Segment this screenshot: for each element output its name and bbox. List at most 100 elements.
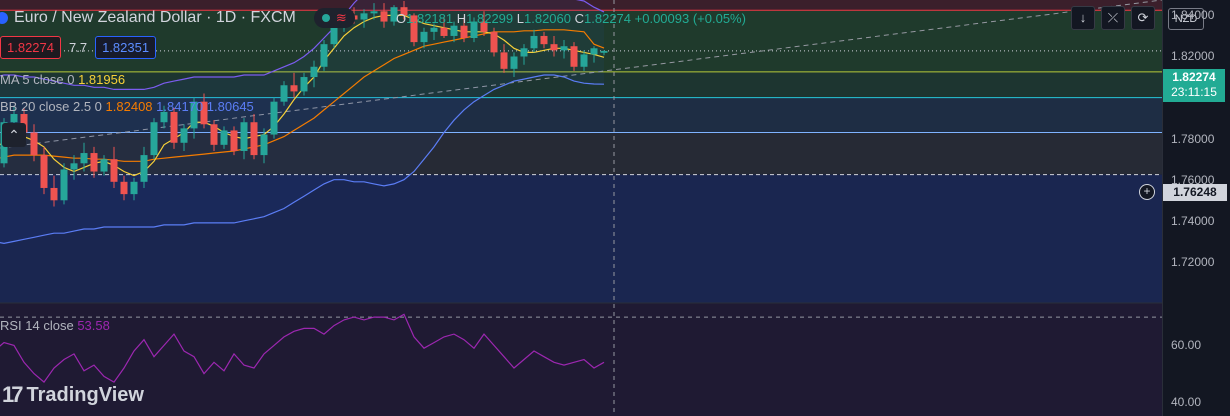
chart-area[interactable]: Euro / New Zealand Dollar · 1D · FXCM ≋ … bbox=[0, 0, 1162, 416]
candle-body bbox=[210, 124, 218, 145]
candle-body bbox=[30, 132, 38, 156]
price-tick-label: 1.84000 bbox=[1171, 8, 1215, 23]
candle-body bbox=[440, 27, 448, 36]
scroll-down-button[interactable]: ↓ bbox=[1071, 6, 1095, 30]
bb-lower-value: 1.80645 bbox=[206, 99, 254, 114]
candle-body bbox=[460, 25, 468, 39]
candle-body bbox=[150, 122, 158, 156]
candle-body bbox=[90, 153, 98, 172]
ma-legend[interactable]: MA 5 close 0 1.81956 bbox=[0, 72, 125, 87]
candle-body bbox=[420, 31, 428, 43]
candle-body bbox=[380, 11, 388, 22]
ma-value: 1.81956 bbox=[78, 72, 126, 87]
candle-body bbox=[160, 111, 168, 123]
candle-body bbox=[130, 181, 138, 195]
rsi-legend[interactable]: RSI 14 close 53.58 bbox=[0, 318, 110, 333]
candle-body bbox=[570, 46, 578, 67]
fullscreen-button[interactable]: ⤫ bbox=[1101, 6, 1125, 30]
rsi-tick-label: 40.00 bbox=[1171, 394, 1202, 409]
candle-body bbox=[450, 25, 458, 36]
candle-body bbox=[180, 128, 188, 143]
market-open-dot-icon bbox=[321, 14, 330, 22]
candle-body bbox=[80, 153, 88, 164]
candle-body bbox=[360, 13, 368, 20]
bb-legend[interactable]: BB 20 close 2.5 0 1.82408 1.84170 1.8064… bbox=[0, 99, 254, 114]
price-zone bbox=[0, 174, 1162, 303]
candle-body bbox=[540, 35, 548, 45]
price-zone bbox=[0, 0, 1162, 11]
candle-body bbox=[580, 54, 588, 67]
last-price-label: 1.82274 23:11:15 bbox=[1163, 69, 1225, 102]
rsi-name: RSI 14 close bbox=[0, 318, 74, 333]
candle-body bbox=[370, 11, 378, 14]
tradingview-mark-icon: 17 bbox=[2, 382, 24, 407]
bb-lower-line bbox=[0, 74, 605, 245]
low-value: 1.82060 bbox=[524, 11, 571, 26]
candle-body bbox=[140, 155, 148, 182]
high-value: 1.82299 bbox=[466, 11, 514, 26]
candle-body bbox=[290, 85, 298, 92]
low-label: L bbox=[516, 11, 524, 26]
candle-body bbox=[520, 48, 528, 57]
add-alert-icon[interactable]: + bbox=[1139, 184, 1155, 200]
candle-body bbox=[590, 48, 598, 55]
price-tick-label: 1.78000 bbox=[1171, 131, 1215, 146]
bb-upper-value: 1.84170 bbox=[156, 99, 204, 114]
bb-fill bbox=[0, 0, 604, 244]
sell-button[interactable]: 1.82274 bbox=[0, 36, 61, 59]
currency-selector[interactable]: NZD bbox=[1168, 8, 1204, 30]
candle-body bbox=[50, 187, 58, 201]
market-status-pill[interactable]: ≋ bbox=[313, 8, 355, 28]
candle-body bbox=[200, 101, 208, 125]
bar-countdown: 23:11:15 bbox=[1171, 85, 1217, 99]
candle-body bbox=[410, 15, 418, 43]
candle-body bbox=[560, 46, 568, 51]
rsi-pane-background bbox=[0, 303, 1162, 416]
price-tick-label: 1.72000 bbox=[1171, 254, 1215, 269]
chart-canvas[interactable] bbox=[0, 0, 1162, 416]
candle-body bbox=[250, 122, 258, 156]
candle-body bbox=[530, 35, 538, 49]
candle-body bbox=[490, 31, 498, 53]
tradingview-logo[interactable]: 17 TradingView bbox=[2, 382, 144, 408]
candle-body bbox=[100, 159, 108, 172]
candle-body bbox=[480, 21, 488, 32]
tradingview-logo-text: TradingView bbox=[26, 383, 144, 406]
candle-body bbox=[40, 155, 48, 188]
price-tick-label: 1.82000 bbox=[1171, 49, 1215, 64]
price-tick-label: 1.74000 bbox=[1171, 213, 1215, 228]
candle-body bbox=[220, 130, 228, 145]
price-tick-label: 1.76000 bbox=[1171, 172, 1215, 187]
bb-name: BB 20 close 2.5 0 bbox=[0, 99, 102, 114]
expand-icon: ⤫ bbox=[1107, 10, 1119, 25]
wave-icon: ≋ bbox=[335, 10, 347, 25]
ohlc-legend: O1.82181 H1.82299 L1.82060 C1.82274 +0.0… bbox=[396, 11, 746, 26]
collapse-legend-button[interactable]: ⌃ bbox=[2, 123, 26, 147]
candle-body bbox=[310, 66, 318, 78]
symbol-header[interactable]: Euro / New Zealand Dollar · 1D · FXCM ≋ bbox=[0, 8, 355, 28]
candle-body bbox=[260, 134, 268, 156]
candle-body bbox=[320, 44, 328, 67]
trend-line bbox=[0, 0, 1162, 149]
reset-button[interactable]: ⟳ bbox=[1131, 6, 1155, 30]
candle-body bbox=[60, 169, 68, 201]
candle-body bbox=[120, 181, 128, 195]
refresh-icon: ⟳ bbox=[1137, 10, 1149, 25]
candle-body bbox=[600, 50, 608, 53]
chevron-up-icon: ⌃ bbox=[8, 127, 20, 143]
change-value: +0.00093 (+0.05%) bbox=[634, 11, 746, 26]
candle-body bbox=[550, 44, 558, 51]
buy-button[interactable]: 1.82351 bbox=[95, 36, 157, 59]
close-value: 1.82274 bbox=[584, 11, 632, 26]
high-label: H bbox=[456, 11, 467, 26]
candle-body bbox=[470, 21, 478, 39]
candle-body bbox=[70, 163, 78, 170]
price-zone bbox=[0, 132, 1162, 175]
candle-body bbox=[500, 52, 508, 69]
close-label: C bbox=[574, 11, 585, 26]
candle-body bbox=[430, 27, 438, 32]
candle-body bbox=[270, 101, 278, 135]
symbol-title[interactable]: Euro / New Zealand Dollar · 1D · FXCM bbox=[14, 9, 296, 26]
price-axis[interactable]: NZD 1.840001.820001.800001.780001.760001… bbox=[1162, 0, 1230, 416]
candle-body bbox=[10, 114, 18, 123]
